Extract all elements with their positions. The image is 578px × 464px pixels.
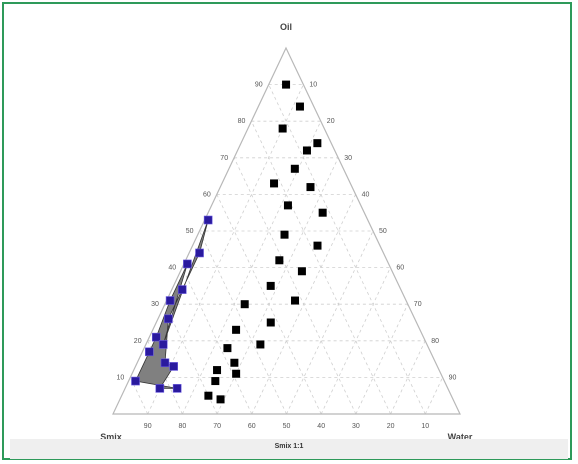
data-point [232,369,241,378]
tick-label-right: 20 [327,118,335,125]
data-point [318,208,327,217]
grid-line [424,377,443,415]
tick-label-bottom: 90 [144,423,152,430]
region-boundary-point [131,376,140,386]
grid-line [286,230,374,415]
tick-label-left: 50 [186,228,194,235]
region-boundary-point [172,384,182,393]
chart-caption: Smix 1:1 [274,443,304,450]
region-boundary-point [183,259,192,269]
grid-line [320,267,391,415]
data-point [204,391,213,400]
tick-labels: 10 10 90 20 20 80 30 30 70 40 40 60 50 50 50 60 60 40 70 70… [117,82,457,430]
tick-label-left: 40 [168,265,176,272]
tick-label-right: 10 [309,82,317,89]
caption-bar: Smix 1:1 [10,439,568,459]
grid-line [390,340,426,415]
axis-label-water: Water [448,432,473,442]
tick-label-left: 70 [220,155,228,162]
tick-label-left: 60 [203,191,211,198]
grid-line [355,304,409,415]
data-point [211,377,220,386]
data-point [223,344,232,353]
data-point [280,230,289,239]
data-point [232,325,241,334]
region-boundary-point [195,248,204,258]
data-point [278,124,287,133]
data-point [283,201,292,210]
tick-label-bottom: 30 [352,423,360,430]
region-boundary-point [165,296,175,305]
data-point [256,340,265,349]
region-boundary-point [158,340,168,349]
tick-label-left: 20 [134,338,142,345]
grid [129,84,443,415]
data-point [313,241,322,250]
data-point [240,300,249,309]
triangle-outline [112,46,461,415]
region-boundary-point [145,347,154,357]
grid-line [251,194,356,415]
data-point [266,281,275,290]
tick-label-bottom: 60 [248,423,256,430]
data-point [290,164,299,173]
tick-label-bottom: 50 [283,423,291,430]
data-point [313,139,322,148]
tick-label-left: 10 [117,374,125,381]
region-boundary-point [169,362,178,371]
tick-label-right: 90 [449,374,457,381]
region-boundary-point [203,215,213,225]
data-point [216,395,225,404]
tick-label-left: 30 [151,301,159,308]
tick-label-bottom: 70 [213,423,221,430]
region-boundary-point [177,285,187,294]
data-point [297,267,306,276]
region-boundary-point [160,358,170,368]
tick-label-right: 30 [344,155,352,162]
data-point [282,80,291,89]
axis-label-smix: Smix [100,432,122,442]
grid-line [199,230,287,415]
region-boundary-point [155,384,165,393]
grid-line [216,157,339,415]
tick-label-left: 90 [255,82,263,89]
data-point [275,256,284,265]
data-point [306,183,315,192]
data-point [295,102,304,111]
grid-line [147,84,304,415]
emulsion-region [131,215,213,393]
tick-label-right: 50 [379,228,387,235]
tick-label-bottom: 10 [421,423,429,430]
data-point [230,358,239,367]
tick-label-bottom: 40 [317,423,325,430]
region-boundary-point [164,314,173,324]
data-points [204,80,327,404]
data-point [302,146,311,155]
grid-line [268,84,426,415]
tick-label-bottom: 80 [179,423,187,430]
tick-label-right: 60 [396,265,404,272]
axis-label-oil: Oil [280,22,292,32]
tick-label-left: 80 [238,118,246,125]
grid-line [233,157,357,415]
data-point [266,318,275,327]
data-point [291,296,300,305]
grid-line [129,377,149,415]
data-point [213,366,222,375]
region-boundary-point [151,332,161,342]
data-point [270,179,279,188]
tick-label-right: 70 [414,301,422,308]
tick-label-right: 40 [362,191,370,198]
tick-label-bottom: 20 [387,423,395,430]
tick-label-right: 80 [431,338,439,345]
grid-line [216,194,322,415]
